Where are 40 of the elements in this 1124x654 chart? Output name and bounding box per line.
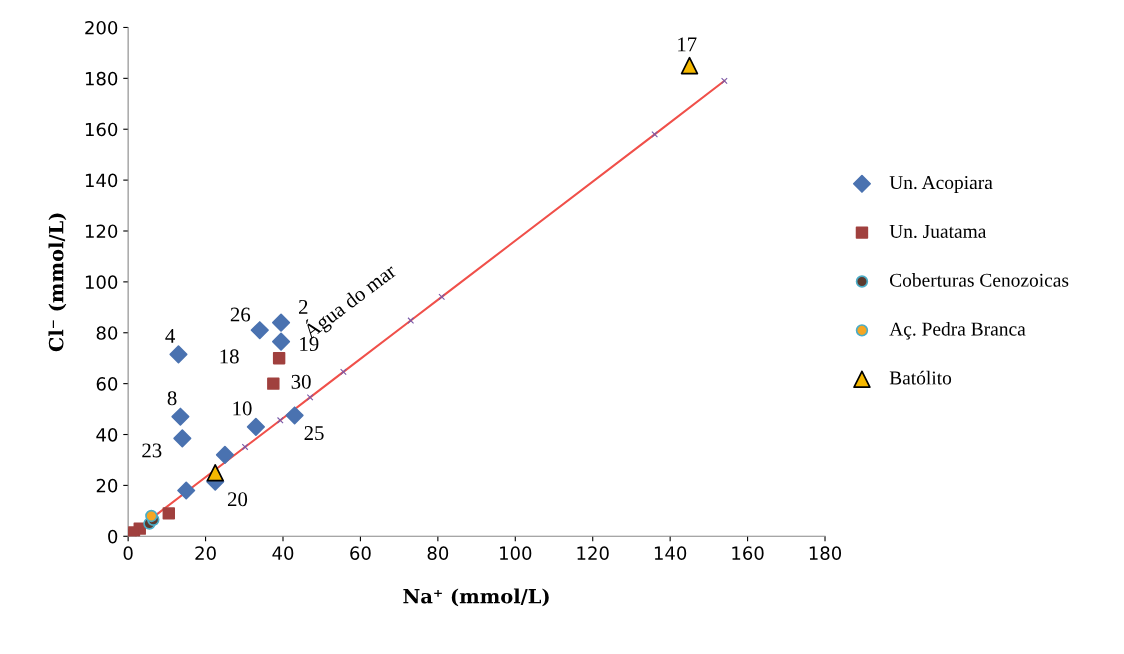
x-tick-label: 160	[732, 546, 764, 560]
annotation: 19	[300, 337, 319, 352]
annotation: 25	[304, 426, 324, 441]
y-tick-label: 120	[85, 224, 118, 239]
x-tick-label: 180	[809, 546, 842, 560]
y-tick-label: 100	[85, 275, 118, 289]
legend-label: Un. Juatama	[889, 225, 987, 239]
y-tick-label: 200	[85, 20, 118, 35]
annotation: 23	[142, 443, 162, 458]
legend-label: Batólito	[889, 370, 952, 385]
x-tick-label: 100	[500, 546, 532, 560]
annotation: 30	[291, 374, 311, 389]
annotation: 17	[678, 37, 697, 52]
y-tick-label: 140	[85, 173, 118, 188]
x-tick-label: 20	[195, 546, 216, 560]
y-axis-title: Cl⁻ (mmol/L)	[48, 213, 67, 352]
y-tick-label: 0	[108, 529, 118, 544]
x-tick-label: 40	[272, 546, 294, 560]
x-tick-label: 0	[123, 546, 133, 560]
x-tick-label: 80	[427, 546, 449, 560]
y-tick-label: 60	[96, 377, 118, 391]
y-tick-label: 180	[85, 71, 118, 86]
annotation: 10	[233, 401, 252, 416]
y-tick-label: 40	[96, 427, 118, 442]
legend-label: Aç. Pedra Branca	[889, 321, 1026, 340]
x-axis-title: Na⁺ (mmol/L)	[403, 588, 549, 607]
x-tick-label: 120	[577, 546, 609, 560]
annotation: 4	[165, 329, 176, 343]
x-tick-label: 140	[654, 546, 687, 560]
legend-label: Un. Acopiara	[889, 176, 993, 194]
y-tick-label: 20	[96, 478, 118, 493]
y-tick-label: 160	[85, 122, 118, 137]
annotation: 26	[230, 307, 251, 322]
y-tick-label: 80	[96, 326, 118, 340]
annotation: 8	[167, 391, 177, 406]
annotation: 20	[227, 492, 248, 507]
annotation: 2	[298, 299, 308, 314]
legend-label: Coberturas Cenozoicas	[889, 273, 1069, 287]
annotation: 18	[220, 349, 239, 364]
x-tick-label: 60	[350, 546, 371, 560]
